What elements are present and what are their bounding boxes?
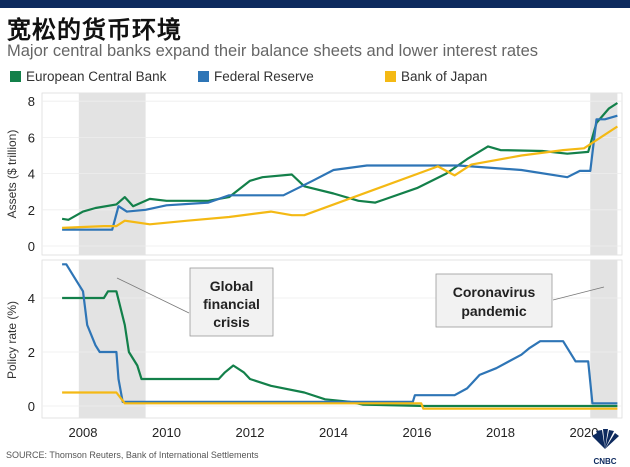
annotation-covid-line2: pandemic [461,303,527,319]
series-line-federal-reserve [62,114,618,231]
legend-swatch [385,71,396,82]
series-line-bank-of-japan [62,125,619,229]
annotation-gfc-line1: Global [210,278,254,294]
top-bar [0,0,630,8]
x-tick-label: 2010 [152,425,181,440]
legend-label: European Central Bank [26,69,167,84]
x-tick-label: 2020 [570,425,599,440]
y-tick-label: 4 [28,167,35,182]
y-tick-label: 0 [28,399,35,414]
x-tick-label: 2014 [319,425,348,440]
y-tick-label: 4 [28,291,35,306]
annotation-covid-line1: Coronavirus [453,284,536,300]
source-note: SOURCE: Thomson Reuters, Bank of Interna… [6,450,259,460]
legend-swatch [10,71,21,82]
y-tick-label: 8 [28,94,35,109]
x-tick-label: 2008 [69,425,98,440]
y-tick-label: 2 [28,203,35,218]
svg-text:CNBC: CNBC [593,457,616,466]
annotation-box-covid [435,273,553,328]
y-axis-label: Assets ($ trillion) [5,130,19,219]
annotation-box-gfc [189,267,274,337]
y-tick-label: 6 [28,130,35,145]
annotation-gfc-line2: financial [203,296,260,312]
legend-item-boj: Bank of Japan [385,69,487,84]
chart-subtitle: Major central banks expand their balance… [7,42,539,60]
y-tick-label: 0 [28,239,35,254]
cnbc-peacock-logo: CNBC [592,429,619,466]
x-tick-label: 2016 [403,425,432,440]
x-tick-label: 2018 [486,425,515,440]
annotation-leader-line [116,277,190,314]
legend-swatch [198,71,209,82]
recession-shading [78,260,146,418]
series-line-bank-of-japan [62,391,618,410]
legend-item-ecb: European Central Bank [10,69,166,84]
series-line-federal-reserve [62,263,618,405]
x-tick-label: 2012 [236,425,265,440]
chart-title: 宽松的货币环境 [7,15,182,44]
legend-item-fed: Federal Reserve [198,69,314,84]
annotation-gfc-line3: crisis [213,314,250,330]
recession-shading [590,260,618,418]
legend-label: Federal Reserve [214,69,314,84]
y-tick-label: 2 [28,345,35,360]
annotation-leader-line [552,286,605,301]
y-axis-label: Policy rate (%) [5,301,19,379]
legend-label: Bank of Japan [401,69,488,84]
